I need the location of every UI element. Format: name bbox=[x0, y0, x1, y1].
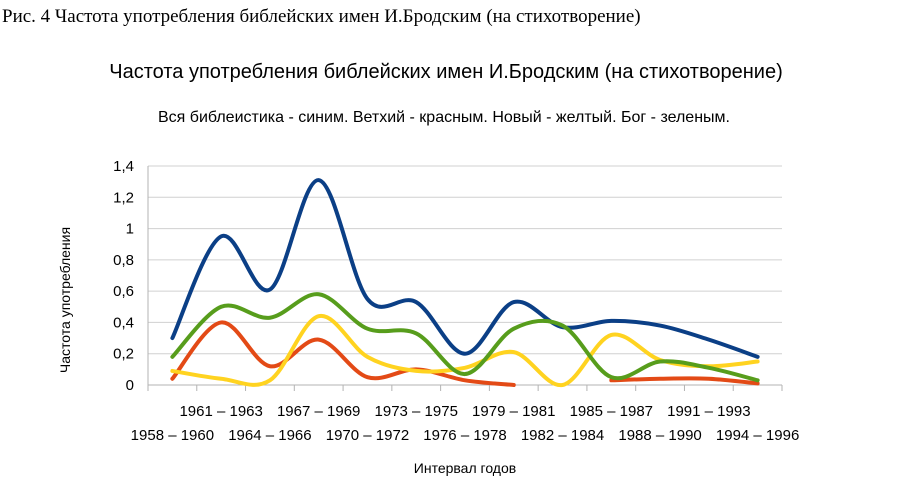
x-tick-label: 1985 – 1987 bbox=[570, 403, 653, 420]
x-tick-label: 1976 – 1978 bbox=[423, 427, 506, 444]
y-tick-label: 0 bbox=[126, 377, 134, 394]
y-axis-ticks: 0 0,2 0,4 0,6 0,8 1 1,2 1,4 bbox=[113, 158, 134, 394]
y-tick-label: 0,4 bbox=[113, 314, 134, 331]
x-tick-label: 1970 – 1972 bbox=[326, 427, 409, 444]
y-tick-label: 0,2 bbox=[113, 346, 134, 363]
x-tick-label: 1973 – 1975 bbox=[375, 403, 458, 420]
chart-subtitle: Вся библеистика - синим. Ветхий - красны… bbox=[158, 109, 730, 126]
figure-caption: Рис. 4 Частота употребления библейских и… bbox=[2, 6, 641, 27]
x-tick-label: 1994 – 1996 bbox=[716, 427, 799, 444]
x-axis-label: Интервал годов bbox=[414, 460, 516, 476]
series-lines bbox=[170, 178, 760, 388]
y-tick-label: 1,2 bbox=[113, 189, 134, 206]
x-tick-label: 1958 – 1960 bbox=[131, 427, 214, 444]
series-line-0 bbox=[170, 178, 760, 359]
series-line-1 bbox=[609, 376, 760, 386]
x-tick-label: 1967 – 1969 bbox=[277, 403, 360, 420]
x-tick-label: 1964 – 1966 bbox=[228, 427, 311, 444]
x-tick-label: 1979 – 1981 bbox=[472, 403, 555, 420]
x-tick-label: 1988 – 1990 bbox=[618, 427, 701, 444]
y-tick-label: 0,6 bbox=[113, 283, 134, 300]
y-tick-label: 1 bbox=[126, 221, 134, 238]
y-tick-label: 0,8 bbox=[113, 252, 134, 269]
chart-title: Частота употребления библейских имен И.Б… bbox=[109, 61, 782, 83]
series-line-1 bbox=[170, 320, 516, 387]
x-tick-label: 1991 – 1993 bbox=[667, 403, 750, 420]
x-axis-ticks: 1958 – 1960 1961 – 1963 1964 – 1966 1967 – … bbox=[131, 385, 799, 444]
y-axis-label: Частота употребления bbox=[57, 227, 73, 373]
series-line-3 bbox=[170, 292, 760, 383]
x-tick-label: 1982 – 1984 bbox=[521, 427, 604, 444]
y-tick-label: 1,4 bbox=[113, 158, 134, 175]
x-tick-label: 1961 – 1963 bbox=[179, 403, 262, 420]
